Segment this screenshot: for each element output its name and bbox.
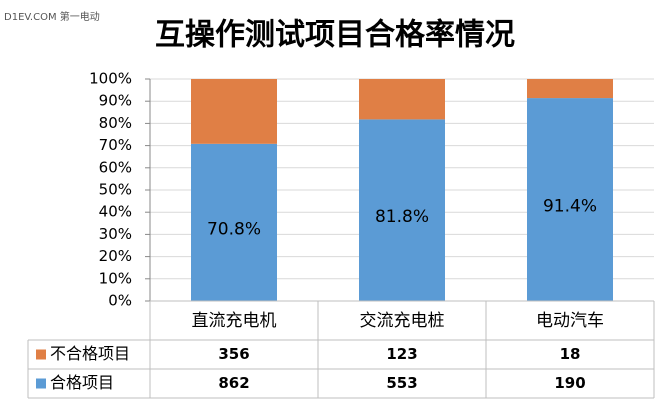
legend-label: 不合格项目: [50, 344, 130, 363]
x-tick-label: 直流充电机: [192, 311, 277, 331]
y-tick-label: 100%: [89, 70, 132, 88]
chart-title: 互操作测试项目合格率情况: [155, 18, 515, 53]
y-tick-label: 80%: [99, 114, 132, 132]
y-tick-label: 70%: [99, 136, 132, 154]
table-value: 553: [386, 374, 417, 392]
bar-segment: [359, 79, 445, 120]
y-tick-label: 50%: [99, 181, 132, 199]
y-tick-label: 0%: [108, 292, 132, 310]
y-tick-label: 60%: [99, 158, 132, 176]
y-tick-label: 20%: [99, 247, 132, 265]
y-tick-label: 40%: [99, 203, 132, 221]
data-label: 81.8%: [375, 207, 429, 227]
bar-segment: [527, 98, 613, 301]
bar-segment: [191, 79, 277, 144]
bar-segment: [191, 143, 277, 301]
table-value: 862: [218, 374, 249, 392]
table-value: 18: [560, 345, 581, 363]
data-label: 91.4%: [543, 197, 597, 217]
y-tick-label: 30%: [99, 225, 132, 243]
legend-swatch: [36, 349, 46, 360]
table-value: 190: [554, 374, 585, 392]
legend-label: 合格项目: [50, 373, 114, 392]
x-tick-label: 电动汽车: [536, 311, 604, 331]
y-tick-label: 10%: [99, 269, 132, 287]
table-value: 356: [218, 345, 249, 363]
y-tick-label: 90%: [99, 92, 132, 110]
bar-segment: [359, 119, 445, 302]
watermark: D1EV.COM 第一电动: [4, 10, 100, 23]
legend-swatch: [36, 378, 46, 389]
x-tick-label: 交流充电桩: [360, 311, 445, 331]
data-label: 70.8%: [207, 219, 261, 239]
bar-segment: [527, 79, 613, 99]
table-value: 123: [386, 345, 417, 363]
